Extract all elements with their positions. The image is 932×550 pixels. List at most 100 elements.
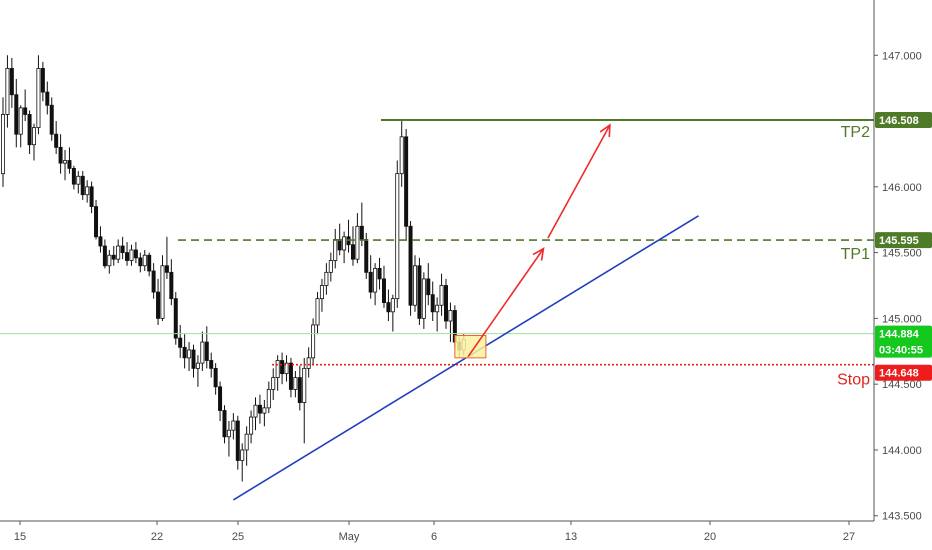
- candle: [213, 363, 218, 395]
- candle-body: [67, 160, 72, 169]
- candle-body: [306, 357, 311, 369]
- candle: [40, 61, 45, 102]
- candle-body: [377, 267, 382, 280]
- stop-price-badge-text: 144.648: [879, 368, 919, 380]
- candle: [448, 302, 453, 343]
- candle: [417, 257, 422, 325]
- candle: [430, 281, 435, 322]
- candle: [195, 355, 200, 387]
- candle: [386, 289, 391, 322]
- arrow-head: [532, 247, 545, 261]
- candle: [94, 199, 99, 240]
- arrow-head: [599, 123, 611, 138]
- target-arrow: [547, 123, 611, 239]
- stop-price-badge: 144.648: [875, 364, 932, 381]
- candle: [426, 263, 431, 306]
- x-tick-label: 13: [565, 531, 577, 543]
- y-tick-label: 143.500: [882, 511, 922, 523]
- candle: [328, 252, 333, 282]
- candle: [85, 180, 90, 203]
- candle-body: [226, 429, 231, 438]
- candle-body: [58, 146, 63, 164]
- candle-body: [311, 324, 316, 359]
- candle: [209, 352, 214, 378]
- current-price-badge: 144.884 03:40:55: [875, 325, 932, 358]
- candle-body: [191, 349, 196, 369]
- y-tick-label: 146.000: [882, 182, 922, 194]
- candle: [395, 160, 400, 308]
- level-labels: TP2 TP1 Stop: [837, 124, 870, 389]
- candle: [439, 273, 444, 316]
- candle-body: [412, 265, 417, 306]
- candle: [191, 344, 196, 378]
- candle-body: [27, 114, 32, 146]
- stop-price-badge-bg: [875, 364, 932, 381]
- candle-body: [275, 360, 280, 378]
- candle: [342, 231, 347, 264]
- candle-body: [448, 310, 453, 322]
- x-tick-label: 25: [232, 531, 244, 543]
- candle: [435, 297, 440, 332]
- candle-body: [125, 252, 130, 261]
- candle-body: [315, 298, 320, 326]
- tp1-label: TP1: [841, 246, 870, 263]
- candle-body: [36, 68, 41, 129]
- y-tick-label: 145.000: [882, 313, 922, 325]
- candle: [355, 213, 360, 264]
- current-price-badge-bg: [875, 325, 932, 358]
- candle-body: [129, 249, 134, 261]
- candle-body: [89, 186, 94, 207]
- candle: [200, 331, 205, 372]
- candle: [58, 134, 63, 174]
- candle-body: [187, 349, 192, 359]
- candle: [271, 368, 276, 400]
- candle-body: [169, 271, 174, 300]
- candle: [373, 263, 378, 306]
- candle-body: [240, 449, 245, 461]
- candle-body: [359, 225, 364, 240]
- candle: [443, 278, 448, 329]
- candle-body: [408, 225, 413, 306]
- candle: [45, 81, 50, 115]
- candle-body: [156, 291, 161, 319]
- candle: [319, 278, 324, 312]
- x-tick-label: 6: [431, 531, 437, 543]
- candle-body: [297, 377, 302, 403]
- candle-body: [133, 249, 138, 259]
- price-axis[interactable]: 143.500 144.000 144.500 145.000 145.500 146.0…: [873, 0, 932, 523]
- candle-body: [173, 298, 178, 339]
- tp2-price-badge-bg: [875, 111, 932, 128]
- candle-body: [18, 107, 23, 135]
- candle-body: [54, 133, 59, 148]
- candle-body: [368, 271, 373, 293]
- candle-body: [288, 362, 293, 390]
- candle: [67, 147, 72, 174]
- candle-body: [76, 175, 81, 185]
- candle-body: [138, 257, 143, 267]
- candle: [218, 381, 223, 422]
- candle: [27, 110, 32, 154]
- candle-body: [40, 68, 45, 93]
- candle-body: [14, 94, 19, 135]
- candle-body: [262, 407, 267, 414]
- candle-body: [284, 362, 289, 375]
- candle-body: [386, 302, 391, 313]
- candle-body: [178, 337, 183, 348]
- candle: [107, 249, 112, 274]
- candle-body: [200, 341, 205, 364]
- candle: [324, 263, 329, 295]
- candle-body: [417, 265, 422, 319]
- candle: [421, 272, 426, 329]
- candle-body: [63, 160, 68, 164]
- candle-body: [32, 127, 37, 146]
- candle-body: [23, 107, 28, 115]
- candle: [18, 105, 23, 148]
- drawings-layer: [0, 118, 874, 501]
- candle: [275, 355, 280, 391]
- time-axis[interactable]: 15 22 25 May 6 13 20 27: [0, 520, 874, 543]
- candle-body: [222, 410, 227, 438]
- candle: [129, 244, 134, 266]
- arrow-shaft: [547, 124, 611, 239]
- candle-body: [231, 420, 236, 431]
- candle: [173, 292, 178, 345]
